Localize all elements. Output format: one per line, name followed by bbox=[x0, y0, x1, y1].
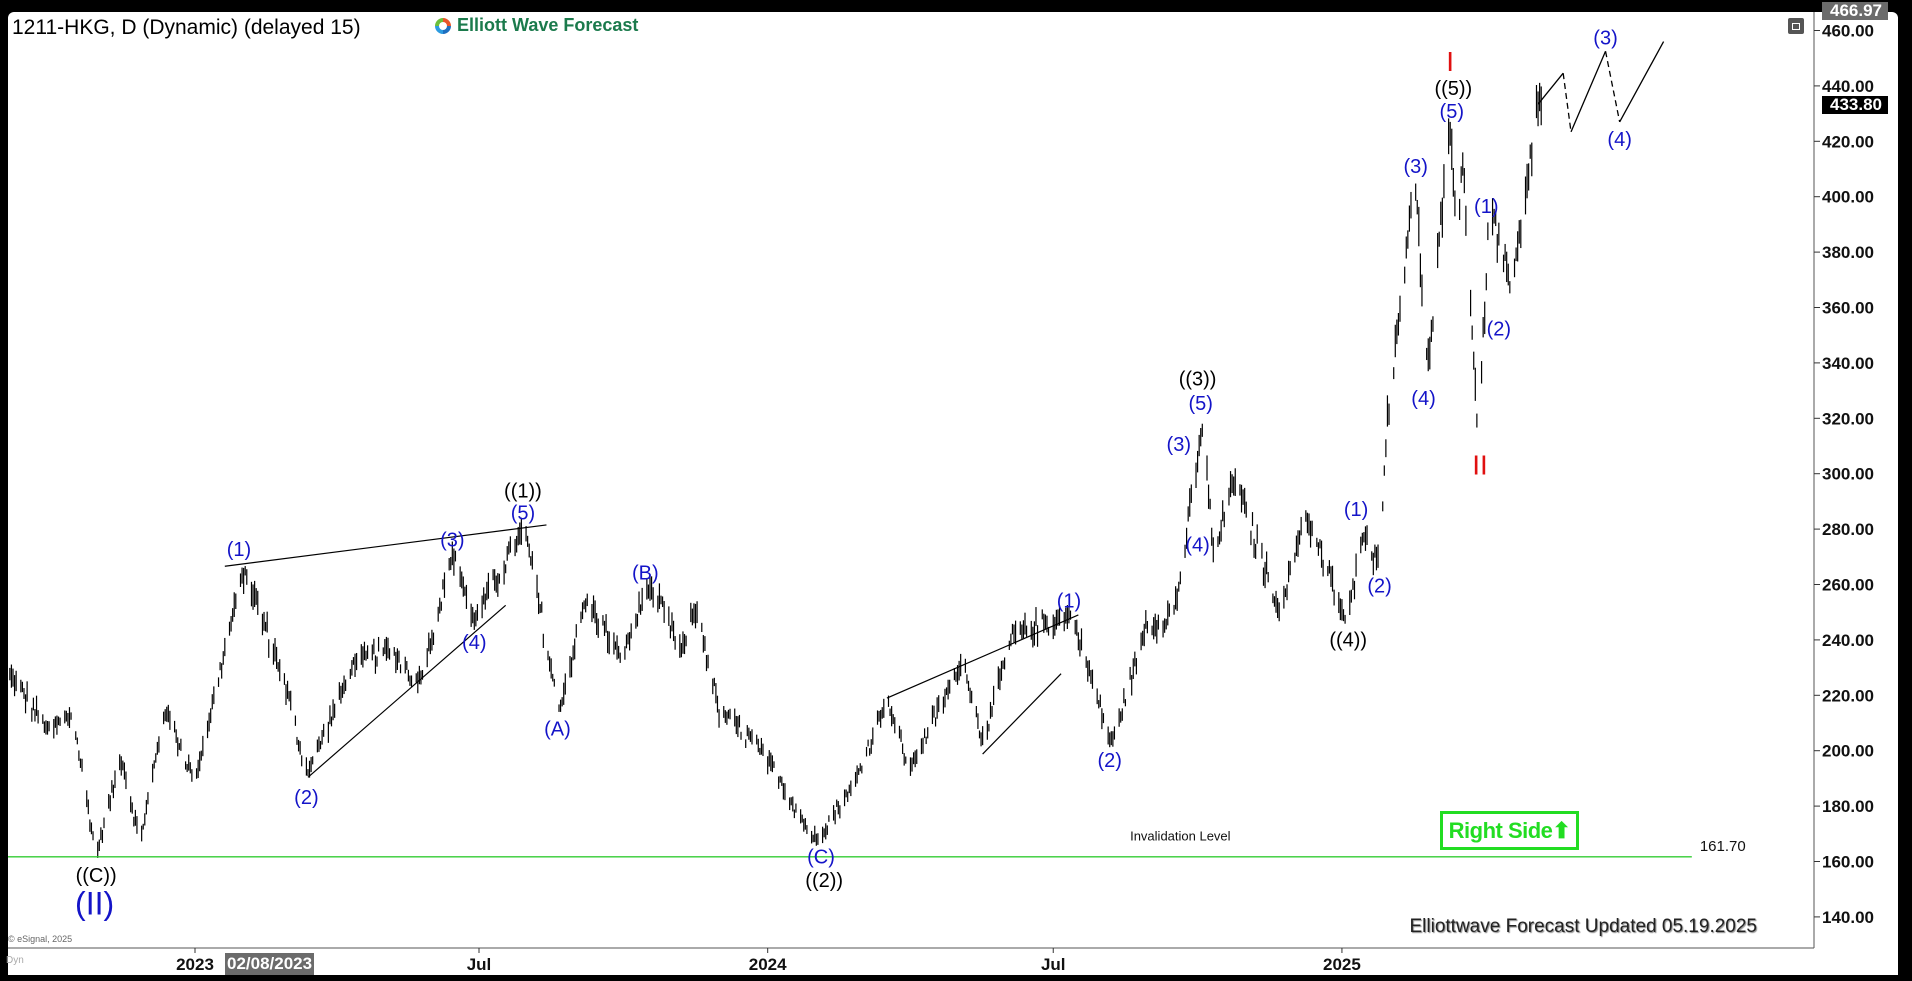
price-tick-label: 380.00 bbox=[1822, 243, 1874, 262]
price-tick-label: 280.00 bbox=[1822, 520, 1874, 539]
logo-text: Elliott Wave Forecast bbox=[457, 15, 639, 35]
time-tick-label: 2025 bbox=[1323, 955, 1361, 974]
price-tick-label: 320.00 bbox=[1822, 409, 1874, 428]
trendline bbox=[886, 614, 1079, 699]
wave-label: ((1)) bbox=[504, 480, 542, 502]
copyright-text: © eSignal, 2025 bbox=[8, 934, 73, 944]
price-tick-label: 400.00 bbox=[1822, 188, 1874, 207]
cursor-date-label: 02/08/2023 bbox=[225, 953, 315, 975]
last-price-tag: 433.80 bbox=[1822, 96, 1888, 114]
price-axis[interactable]: 140.00 160.00 180.00 200.00 220.00 240.00 260.… bbox=[1814, 22, 1874, 927]
wave-label: ((4)) bbox=[1329, 629, 1367, 651]
updated-text: Elliottwave Forecast Updated 05.19.2025 bbox=[1409, 916, 1758, 937]
wave-label: II bbox=[1472, 450, 1488, 481]
price-tick-label: 340.00 bbox=[1822, 354, 1874, 373]
wave-label: (3) bbox=[1403, 156, 1427, 178]
time-tick-label: 2023 bbox=[176, 955, 214, 974]
price-tick-label: 140.00 bbox=[1822, 908, 1874, 927]
wave-label: (3) bbox=[1167, 434, 1191, 456]
dyn-label[interactable]: Dyn bbox=[6, 955, 24, 966]
time-tick-label: Jul bbox=[467, 955, 492, 974]
wave-label: ((3)) bbox=[1179, 368, 1217, 390]
price-tick-label: 300.00 bbox=[1822, 465, 1874, 484]
wave-label: (4) bbox=[1411, 388, 1435, 410]
time-tick-label: Jul bbox=[1041, 955, 1066, 974]
wave-label: (A) bbox=[544, 719, 571, 741]
price-tick-label: 160.00 bbox=[1822, 853, 1874, 872]
wave-label: (1) bbox=[1474, 196, 1498, 218]
forecast-path-segment bbox=[1537, 72, 1564, 105]
time-tick-label: 2024 bbox=[749, 955, 787, 974]
price-tick-label: 420.00 bbox=[1822, 132, 1874, 151]
price-bars bbox=[9, 82, 1542, 858]
wave-label: (B) bbox=[632, 562, 659, 584]
price-tick-label: 240.00 bbox=[1822, 631, 1874, 650]
wave-label: (5) bbox=[1189, 393, 1213, 415]
invalidation-label: Invalidation Level bbox=[1130, 829, 1231, 844]
logo: Elliott Wave Forecast bbox=[433, 15, 638, 36]
trendline bbox=[224, 524, 547, 567]
arrow-up-icon: ⬆ bbox=[1552, 817, 1571, 843]
chart-window bbox=[8, 12, 1898, 975]
wave-label: (1) bbox=[1057, 590, 1081, 612]
forecast-path-segment bbox=[1604, 51, 1621, 123]
right-side-label: Right Side bbox=[1448, 817, 1553, 843]
price-tick-label: 260.00 bbox=[1822, 576, 1874, 595]
price-tick-label: 440.00 bbox=[1822, 77, 1874, 96]
wave-label: (II) bbox=[75, 885, 114, 921]
price-tick-label: 200.00 bbox=[1822, 742, 1874, 761]
logo-icon bbox=[435, 17, 451, 34]
wave-label: (4) bbox=[1607, 129, 1631, 151]
price-tick-label: 360.00 bbox=[1822, 299, 1874, 318]
high-price-tag: 466.97 bbox=[1822, 2, 1888, 20]
invalidation-value: 161.70 bbox=[1700, 838, 1746, 855]
wave-label: (1) bbox=[1344, 499, 1368, 521]
price-tick-label: 220.00 bbox=[1822, 686, 1874, 705]
wave-label: (5) bbox=[511, 502, 535, 524]
price-tick-label: 180.00 bbox=[1822, 797, 1874, 816]
wave-label: (5) bbox=[1440, 101, 1464, 123]
forecast-path-segment bbox=[1562, 73, 1572, 132]
trendline bbox=[307, 604, 507, 778]
wave-label: ((2)) bbox=[805, 870, 843, 892]
wave-label: (2) bbox=[1098, 750, 1122, 772]
wave-label: (2) bbox=[1487, 318, 1511, 340]
wave-label: (4) bbox=[1185, 534, 1209, 556]
wave-overlays: Invalidation Level 161.70 ((C))(II) (1) (2) (… bbox=[8, 28, 1746, 921]
right-side-badge: Right Side ⬆ bbox=[1440, 811, 1579, 850]
forecast-path-segment bbox=[1570, 51, 1607, 133]
wave-label: (1) bbox=[227, 539, 251, 561]
wave-label: (C) bbox=[807, 847, 835, 869]
wave-label: (4) bbox=[462, 632, 486, 654]
wave-label: ((5)) bbox=[1434, 78, 1472, 100]
wave-label: (2) bbox=[294, 787, 318, 809]
chart-title: 1211-HKG, D (Dynamic) (delayed 15) bbox=[12, 16, 361, 39]
restore-window-icon[interactable] bbox=[1788, 18, 1804, 34]
wave-label: (3) bbox=[440, 529, 464, 551]
wave-label: ((C)) bbox=[76, 865, 117, 887]
wave-label: I bbox=[1446, 46, 1454, 77]
forecast-path-segment bbox=[1619, 41, 1665, 123]
price-tick-label: 460.00 bbox=[1822, 22, 1874, 41]
time-axis[interactable]: 2023 Jul 2024 Jul 2025 bbox=[176, 948, 1361, 974]
wave-label: (3) bbox=[1593, 28, 1617, 50]
trendline bbox=[982, 673, 1062, 755]
wave-label: (2) bbox=[1367, 576, 1391, 598]
